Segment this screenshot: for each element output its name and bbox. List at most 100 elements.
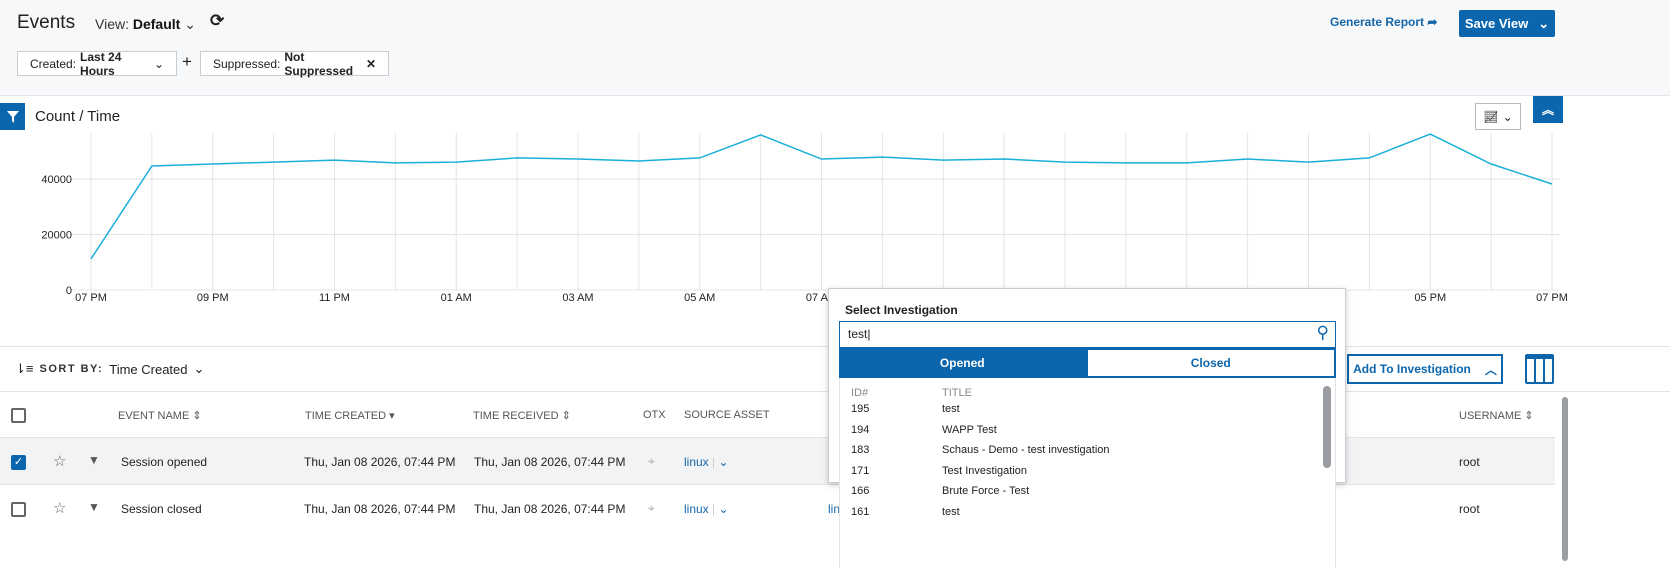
line-chart-icon: 📈︎ [1483,110,1498,124]
column-header-time-received[interactable]: TIME RECEIVED ⇕ [473,409,571,422]
y-tick-label: 0 [66,285,72,297]
share-arrow-icon: ➦ [1427,15,1437,29]
generate-report-link[interactable]: Generate Report ➦ [1330,15,1437,29]
star-icon[interactable]: ☆ [53,499,66,517]
x-tick-label: 09 PM [197,292,229,304]
column-label: TIME CREATED [305,410,386,422]
chevron-down-icon: ⌄ [1503,110,1513,124]
event-name: Session opened [121,455,207,469]
filter-suppressed[interactable]: Suppressed: Not Suppressed ✕ [200,51,389,76]
tab-closed[interactable]: Closed [1086,348,1337,378]
source-asset-value: linux [684,455,709,469]
column-header-username[interactable]: USERNAME ⇕ [1459,409,1534,422]
x-tick-label: 05 PM [1414,292,1446,304]
search-value: test [848,327,867,341]
investigation-id[interactable]: 161 [851,506,869,518]
select-all-checkbox[interactable] [11,408,26,423]
filter-value: Last 24 Hours [80,50,150,78]
column-header-time-created[interactable]: TIME CREATED ▾ [305,409,395,422]
column-header-id: ID# [851,387,868,399]
x-tick-label: 11 PM [319,292,350,304]
time-created: Thu, Jan 08 2026, 07:44 PM [304,502,455,516]
column-header-source-asset: SOURCE ASSET [684,409,770,421]
chevron-down-icon: ⌄ [1538,16,1549,32]
column-label: USERNAME [1459,410,1521,422]
investigation-id[interactable]: 183 [851,444,869,456]
username: root [1459,455,1480,469]
add-to-investigation-button[interactable]: Add To Investigation ︿ [1347,354,1503,384]
x-tick-label: 03 AM [562,292,593,304]
chevron-down-icon: ⌄ [194,361,205,377]
investigation-title[interactable]: Schaus - Demo - test investigation [942,444,1110,456]
crosshair-icon[interactable]: ⌖ [648,501,655,516]
filter-key: Created: [30,57,76,71]
view-label: View: [95,16,129,32]
x-tick-label: 05 AM [684,292,715,304]
x-tick-label: 01 AM [441,292,472,304]
x-tick-label: 07 PM [75,292,107,304]
column-header-event-name[interactable]: EVENT NAME ⇕ [118,409,202,422]
filter-created[interactable]: Created: Last 24 Hours ⌄ [17,51,177,76]
column-header-otx: OTX [643,409,666,421]
table-scrollbar[interactable] [1562,397,1568,561]
sort-icon: ⇂≡ [15,361,33,377]
count-time-chart: 0 20000 40000 07 PM 09 PM 11 PM 01 AM 03 AM 05 A… [0,125,1670,310]
dropdown-title: Select Investigation [845,303,958,317]
view-selector[interactable]: View: Default ⌄ [95,16,196,33]
sort-selector[interactable]: ⇂≡ SORT BY: Time Created ⌄ [15,361,204,377]
investigation-id[interactable]: 171 [851,465,869,477]
chart-title: Count / Time [35,108,120,125]
save-view-button[interactable]: Save View ⌄ [1459,10,1555,37]
star-icon[interactable]: ☆ [53,452,66,470]
investigation-title[interactable]: Brute Force - Test [942,485,1029,497]
investigation-search-input[interactable]: test|⚲ [839,321,1336,348]
investigation-id[interactable]: 195 [851,403,869,415]
chevron-down-icon: ⌄ [184,16,196,32]
sort-label: SORT BY: [39,363,103,375]
y-tick-label: 40000 [41,174,72,186]
funnel-icon[interactable]: ▼ [88,500,100,514]
add-filter-icon[interactable]: + [182,52,192,72]
page-title: Events [17,12,75,34]
add-to-investigation-label: Add To Investigation [1353,362,1471,376]
column-header-title: TITLE [942,387,972,399]
row-checkbox[interactable]: ✓ [11,455,26,470]
columns-icon[interactable] [1525,354,1554,384]
chevron-down-icon: ⌄ [154,57,164,71]
row-checkbox[interactable] [11,502,26,517]
y-tick-label: 20000 [41,230,72,242]
time-received: Thu, Jan 08 2026, 07:44 PM [474,502,625,516]
event-name: Session closed [121,502,202,516]
source-asset-link[interactable]: linux | ⌄ [684,455,729,469]
chevron-up-icon: ︿ [1485,361,1497,378]
source-asset-value: linux [684,502,709,516]
filter-value: Not Suppressed [284,50,362,78]
username: root [1459,502,1480,516]
funnel-icon[interactable]: ▼ [88,453,100,467]
view-value: Default [133,16,180,32]
save-view-label: Save View [1465,16,1528,31]
refresh-icon[interactable]: ⟳ [210,11,224,31]
filter-key: Suppressed: [213,57,280,71]
time-received: Thu, Jan 08 2026, 07:44 PM [474,455,625,469]
tab-opened[interactable]: Opened [839,348,1086,378]
x-tick-label: 07 PM [1536,292,1568,304]
search-icon[interactable]: ⚲ [1317,323,1329,343]
sort-value: Time Created [109,362,187,377]
crosshair-icon[interactable]: ⌖ [648,454,655,469]
time-created: Thu, Jan 08 2026, 07:44 PM [304,455,455,469]
investigation-title[interactable]: Test Investigation [942,465,1027,477]
list-scrollbar[interactable] [1323,386,1331,468]
investigation-title[interactable]: test [942,403,960,415]
collapse-chart-button[interactable]: ︽ [1533,96,1563,123]
investigation-id[interactable]: 166 [851,485,869,497]
investigation-title[interactable]: test [942,506,960,518]
investigation-title[interactable]: WAPP Test [942,424,997,436]
investigation-list: ID# TITLE 195 test 194 WAPP Test 183 Schau… [839,378,1336,568]
investigation-tabs: Opened Closed [839,348,1336,378]
close-icon[interactable]: ✕ [366,57,376,71]
investigation-id[interactable]: 194 [851,424,869,436]
funnel-icon [7,111,19,123]
source-asset-link[interactable]: linux | ⌄ [684,502,729,516]
column-label: TIME RECEIVED [473,410,559,422]
